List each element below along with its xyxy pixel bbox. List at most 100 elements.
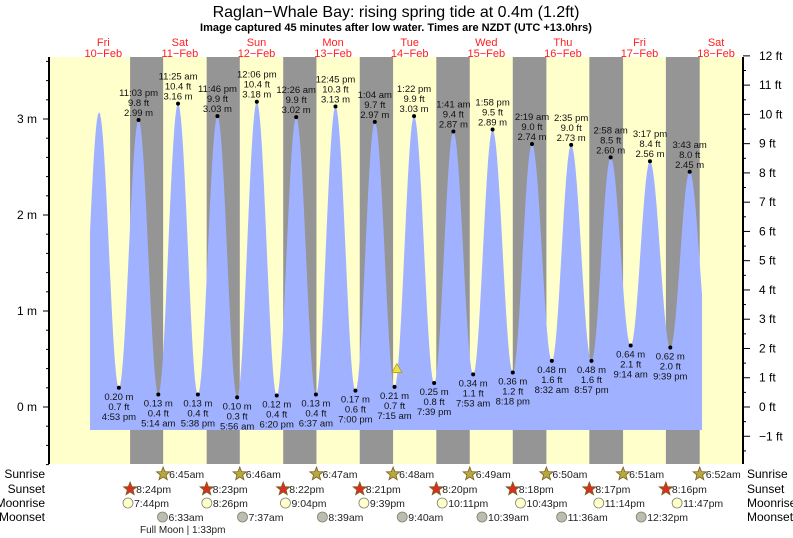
low-tide-point [274, 393, 279, 398]
high-tide-m-label: 3.03 m [400, 104, 429, 115]
chart-subtitle: Image captured 45 minutes after low wate… [200, 22, 592, 34]
day-labels: Fri10−FebSat11−FebSun12−FebMon13−FebTue1… [84, 37, 734, 60]
high-tide-m-label: 3.16 m [164, 92, 193, 103]
moonrise-row-label: Moonrise [0, 496, 45, 510]
low-tide-point [549, 358, 554, 363]
moonrise-icon [436, 497, 448, 509]
low-tide-time-label: 5:14 am [141, 419, 175, 430]
high-tide-time-label: 2:35 pm [554, 113, 588, 124]
right-tick-label: 0 ft [759, 400, 776, 414]
low-tide-point [432, 381, 437, 385]
moonrise-icon [515, 497, 526, 509]
high-tide-point [451, 129, 456, 134]
high-tide-time-label: 3:43 am [672, 140, 706, 151]
high-tide-time-label: 1:04 am [358, 90, 392, 101]
low-tide-ft-label: 0.4 ft [187, 409, 208, 420]
high-tide-time-label: 3:17 pm [633, 129, 667, 140]
low-tide-m-label: 0.10 m [223, 401, 252, 412]
moonset-icon [635, 511, 647, 523]
low-tide-time-label: 6:20 pm [260, 419, 294, 430]
low-tide-point [313, 392, 318, 397]
low-tide-m-label: 0.48 m [577, 365, 606, 376]
high-tide-m-label: 2.97 m [360, 110, 389, 121]
high-tide-point [333, 104, 338, 109]
high-tide-point [569, 142, 574, 147]
right-tick-label: 11 ft [759, 78, 782, 92]
right-tick-label: 4 ft [759, 283, 776, 297]
low-tide-ft-label: 2.0 ft [660, 361, 681, 372]
high-tide-time-label: 12:06 pm [237, 70, 277, 81]
date-label: 12−Feb [238, 48, 276, 60]
moonset-time: 8:39am [328, 512, 363, 524]
low-tide-m-label: 0.62 m [656, 351, 685, 362]
date-label: 11−Feb [161, 48, 198, 60]
low-tide-m-label: 0.25 m [420, 387, 449, 398]
high-tide-time-label: 2:19 am [515, 112, 549, 123]
low-tide-point [195, 392, 200, 397]
high-tide-time-label: 12:26 am [276, 85, 316, 96]
high-tide-ft-label: 9.9 ft [207, 94, 228, 105]
low-tide-time-label: 9:39 pm [653, 371, 687, 382]
high-tide-time-label: 1:22 pm [397, 84, 431, 95]
sun-moon-almanac: Sunrise Sunrise 6:45am 6:46am 6:47am 6:48am 6:… [0, 465, 793, 536]
moonset-icon [396, 511, 408, 523]
moonset-icon [317, 511, 328, 523]
low-tide-point [116, 385, 121, 390]
sunrise-icon [155, 465, 171, 481]
moonset-row-label: Moonset [0, 510, 46, 524]
sunrise-time: 6:48am [399, 469, 434, 481]
sunset-icon [122, 480, 138, 496]
high-tide-time-label: 1:58 pm [475, 98, 509, 109]
low-tide-m-label: 0.12 m [262, 399, 291, 410]
left-tick-label: 2 m [17, 208, 37, 222]
high-tide-point [215, 114, 220, 119]
high-tide-ft-label: 8.5 ft [600, 135, 621, 146]
high-tide-time-label: 11:25 am [159, 72, 198, 83]
high-tide-point [136, 117, 141, 122]
date-label: 18−Feb [697, 48, 735, 60]
moonset-time: 6:33am [169, 512, 204, 524]
high-tide-m-label: 2.74 m [517, 132, 546, 143]
sunset-time: 8:23pm [213, 484, 248, 496]
moonrise-time: 10:43pm [527, 498, 568, 510]
sunset-icon [352, 480, 368, 496]
high-tide-point [529, 141, 534, 146]
right-tick-label: 9 ft [759, 137, 776, 151]
sunrise-icon [538, 465, 555, 481]
moonrise-time: 11:47pm [683, 498, 723, 510]
low-tide-ft-label: 0.4 ft [148, 409, 169, 420]
high-tide-ft-label: 9.0 ft [521, 122, 542, 133]
low-tide-ft-label: 1.6 ft [541, 375, 562, 386]
moonset-time: 7:37am [249, 512, 284, 524]
sunset-icon [198, 480, 215, 496]
day-of-week-label: Fri [633, 37, 646, 49]
low-tide-ft-label: 1.6 ft [581, 375, 602, 386]
low-tide-time-label: 8:18 pm [496, 396, 530, 407]
sunset-time: 8:16pm [672, 484, 707, 496]
moonrise-icon [122, 497, 134, 509]
high-tide-point [254, 99, 259, 104]
date-label: 13−Feb [314, 48, 352, 60]
sunrise-row-label: Sunrise [4, 467, 45, 481]
sunset-time: 8:18pm [519, 484, 554, 496]
high-tide-ft-label: 9.8 ft [128, 98, 149, 109]
sunrise-time: 6:50am [552, 469, 587, 481]
low-tide-time-label: 6:37 am [299, 419, 333, 430]
moonrise-icon [593, 497, 605, 509]
high-tide-time-label: 12:45 pm [316, 75, 356, 86]
moonrise-icon [358, 497, 370, 509]
high-tide-ft-label: 10.3 ft [322, 85, 349, 96]
moon-phase-label: Full Moon | 1:33pm [140, 525, 225, 536]
high-tide-point [608, 155, 613, 160]
sunrise-icon [615, 465, 631, 481]
low-tide-point [510, 370, 515, 375]
low-tide-time-label: 5:38 pm [181, 419, 215, 430]
sunset-icon [275, 480, 291, 496]
high-tide-point [372, 119, 377, 124]
low-tide-m-label: 0.36 m [498, 376, 527, 387]
sunset-icon [581, 480, 598, 496]
moonrise-icon [671, 497, 683, 509]
low-tide-point [392, 384, 397, 389]
